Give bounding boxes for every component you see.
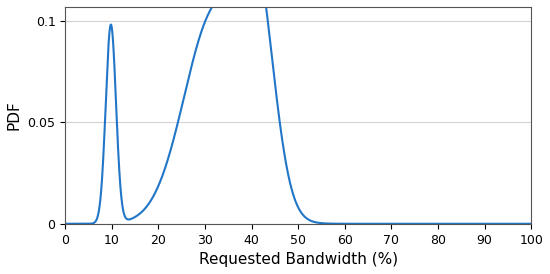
Y-axis label: PDF: PDF [7, 101, 22, 130]
X-axis label: Requested Bandwidth (%): Requested Bandwidth (%) [199, 252, 398, 267]
